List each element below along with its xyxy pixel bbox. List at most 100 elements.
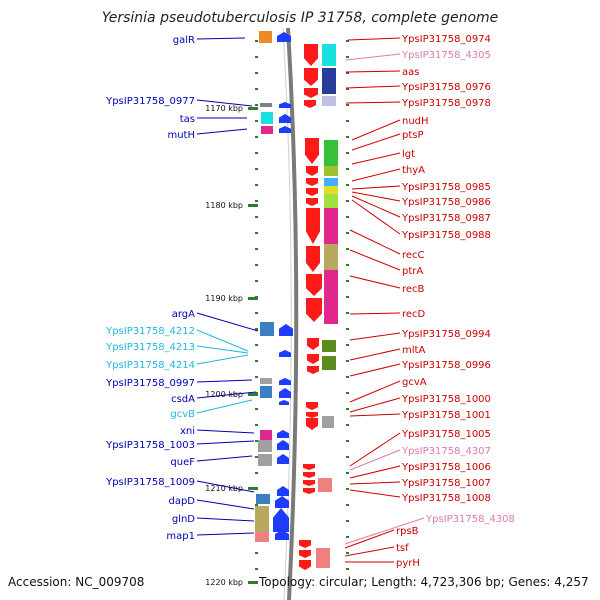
right-category-block xyxy=(324,208,338,244)
left-leader-line xyxy=(196,391,257,399)
left-gene-label: glnD xyxy=(172,514,195,525)
kbp-mark xyxy=(248,581,258,584)
right-track-tick xyxy=(346,456,349,458)
right-track-tick xyxy=(346,248,349,250)
reverse-gene-arrow xyxy=(306,298,322,322)
left-gene-label: YpsIP31758_4213 xyxy=(105,342,195,353)
kbp-label: 1200 kbp xyxy=(205,390,243,399)
right-gene-label: YpsIP31758_1001 xyxy=(401,410,491,421)
left-leader-line xyxy=(196,532,255,536)
left-track-tick xyxy=(255,72,258,74)
right-gene-label: YpsIP31758_0978 xyxy=(401,98,491,109)
right-gene-label: YpsIP31758_0985 xyxy=(401,182,491,193)
right-track-tick xyxy=(346,168,349,170)
left-track-tick xyxy=(255,136,258,138)
right-gene-label: YpsIP31758_0974 xyxy=(401,34,491,45)
left-track-tick xyxy=(255,280,258,282)
reverse-gene-arrow xyxy=(303,472,315,478)
left-gene-label: queF xyxy=(170,457,195,468)
left-leader-line xyxy=(196,354,249,365)
right-category-block xyxy=(316,548,330,568)
reverse-gene-arrow xyxy=(304,68,318,86)
right-track-tick xyxy=(346,472,349,474)
right-gene-label: YpsIP31758_4308 xyxy=(425,514,515,525)
right-leader-line xyxy=(349,229,401,255)
reverse-gene-arrow xyxy=(306,412,318,418)
right-track-tick xyxy=(346,280,349,282)
right-gene-label: YpsIP31758_0987 xyxy=(401,213,491,224)
right-leader-line xyxy=(351,195,401,218)
right-track-tick xyxy=(346,328,349,330)
left-track-tick xyxy=(255,328,258,330)
right-gene-label: gcvA xyxy=(402,377,427,388)
left-leader-line xyxy=(196,429,255,434)
right-category-block xyxy=(324,186,338,194)
left-track-tick xyxy=(255,376,258,378)
right-leader-line xyxy=(349,380,401,403)
right-category-block xyxy=(322,356,336,370)
right-leader-line xyxy=(345,101,401,104)
reverse-gene-arrow xyxy=(306,418,318,430)
left-leader-line xyxy=(196,517,255,522)
reverse-gene-arrow xyxy=(299,540,311,548)
right-gene-label: lgt xyxy=(402,149,415,160)
right-gene-label: YpsIP31758_0976 xyxy=(401,82,491,93)
right-gene-label: YpsIP31758_4307 xyxy=(401,446,491,457)
right-gene-label: YpsIP31758_1008 xyxy=(401,493,491,504)
kbp-mark xyxy=(248,204,258,207)
left-category-block xyxy=(260,103,272,107)
right-gene-label: YpsIP31758_4305 xyxy=(401,50,491,61)
right-track-tick xyxy=(346,216,349,218)
right-leader-line xyxy=(349,348,401,361)
right-track-tick xyxy=(346,360,349,362)
left-gene-label: csdA xyxy=(171,394,195,405)
right-leader-line xyxy=(349,465,401,479)
forward-gene-arrow xyxy=(277,454,289,464)
left-track-tick xyxy=(255,104,258,106)
forward-gene-arrow xyxy=(279,378,291,385)
right-gene-label: YpsIP31758_0988 xyxy=(401,230,491,241)
left-category-block xyxy=(260,322,274,336)
reverse-gene-arrow xyxy=(305,138,319,164)
left-track-tick xyxy=(255,568,258,570)
left-category-block xyxy=(260,386,272,398)
right-leader-line xyxy=(351,168,401,182)
right-gene-label: recD xyxy=(402,309,426,320)
right-leader-line xyxy=(351,199,401,235)
left-category-block xyxy=(261,126,273,134)
forward-gene-arrow xyxy=(279,126,291,133)
right-track-tick xyxy=(346,136,349,138)
right-category-block xyxy=(324,140,338,166)
right-gene-label: YpsIP31758_0996 xyxy=(401,360,491,371)
left-leader-line xyxy=(196,99,253,107)
forward-gene-arrow xyxy=(279,350,291,357)
right-leader-line xyxy=(351,133,401,151)
right-track-tick xyxy=(346,408,349,410)
right-gene-label: YpsIP31758_1000 xyxy=(401,394,491,405)
left-track-tick xyxy=(255,360,258,362)
forward-gene-arrow xyxy=(279,400,289,405)
kbp-label: 1190 kbp xyxy=(205,294,243,303)
right-gene-label: recC xyxy=(402,250,425,261)
right-leader-line xyxy=(347,37,401,41)
right-leader-line xyxy=(349,413,401,417)
reverse-gene-arrow xyxy=(307,366,319,374)
right-track-tick xyxy=(346,344,349,346)
reverse-gene-arrow xyxy=(307,338,319,350)
right-track-tick xyxy=(346,488,349,490)
right-leader-line xyxy=(345,85,401,89)
left-category-block xyxy=(258,454,272,466)
left-gene-label: gcvB xyxy=(170,409,195,420)
kbp-label: 1210 kbp xyxy=(205,484,243,493)
right-gene-label: rpsB xyxy=(396,526,419,537)
right-gene-label: YpsIP31758_0986 xyxy=(401,197,491,208)
reverse-gene-arrow xyxy=(306,274,322,296)
left-category-block xyxy=(259,31,272,43)
left-track-tick xyxy=(255,248,258,250)
right-track-tick xyxy=(346,392,349,394)
right-track-tick xyxy=(346,72,349,74)
right-leader-line xyxy=(344,529,395,549)
right-leader-line xyxy=(349,363,401,377)
right-leader-line xyxy=(349,249,401,271)
